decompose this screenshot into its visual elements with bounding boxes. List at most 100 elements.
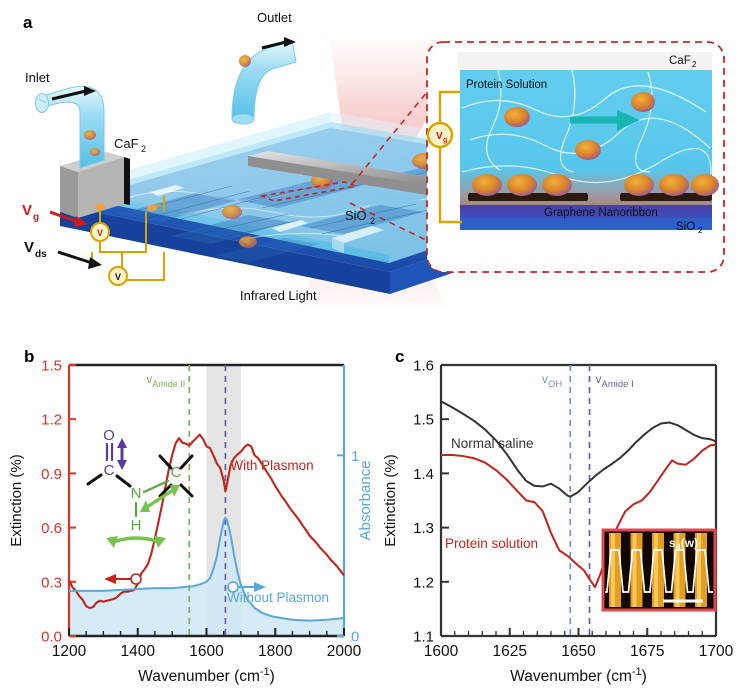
- x-axis-title: Wavenumber (cm-1): [510, 666, 647, 685]
- vds-arrow: [57, 250, 102, 269]
- vline-label-amide-i: vAmide I: [596, 372, 634, 390]
- series-label-without-plasmon: Without Plasmon: [227, 590, 329, 605]
- outlet-tube: [231, 37, 297, 125]
- inset-sio2-sub: 2: [698, 226, 703, 235]
- vline-label-sub: Amide I: [602, 379, 634, 390]
- snom-inset-label: s4(w): [669, 536, 698, 552]
- zoom-region-box: [259, 181, 357, 202]
- inset-image: V g: [426, 52, 719, 230]
- atom-H: H: [131, 517, 142, 534]
- inset-caf2-sub: 2: [692, 60, 697, 69]
- series-without-plasmon: [69, 516, 345, 622]
- vg-sub: g: [33, 212, 39, 223]
- y-tick-label: 1.6: [413, 358, 434, 375]
- series-with-plasmon: [68, 433, 345, 610]
- series-normal-saline: [440, 400, 717, 498]
- outlet-label: Outlet: [257, 10, 292, 25]
- inset-caf2-label: CaF: [669, 55, 691, 67]
- inset-vg-meter: [426, 121, 454, 149]
- zoom-connector-lower: [349, 202, 433, 244]
- flow-arrow: [570, 110, 640, 131]
- outlet-bar-front: [248, 156, 446, 198]
- y-tick-label-left: 0.9: [41, 466, 62, 483]
- vds-sub: ds: [35, 249, 47, 260]
- y-tick-label-left: 1.2: [41, 412, 62, 429]
- series-protein-solution: [441, 443, 717, 589]
- vg-arrow: [49, 210, 88, 227]
- vline-label-main: v: [542, 372, 548, 386]
- chamber-glass-left: [72, 112, 331, 196]
- x-axis-title-tail: ): [642, 668, 647, 685]
- atom-N: N: [131, 485, 142, 502]
- inset-protein-solution-label: Protein Solution: [466, 79, 547, 91]
- panel-b-chart: b 1200 1400 1600 1800 2000 0.0 0.3 0.6 0.9 1.2 1.5…: [0, 330, 380, 699]
- inset-sio2-label: SiO: [676, 221, 695, 233]
- inlet-block-left: [60, 166, 78, 218]
- y-tick-label-left: 1.5: [41, 358, 62, 375]
- electrode-pad-d: [150, 185, 184, 196]
- x-tick-label: 1700: [699, 643, 734, 660]
- caf2-sub: 2: [141, 144, 146, 154]
- x-tick-label: 1600: [424, 643, 459, 660]
- vline-label-sub: Amide II: [152, 379, 185, 389]
- y-tick-label-left: 0.3: [41, 574, 62, 591]
- y-tick-label-left: 0.0: [41, 629, 62, 646]
- x-tick-label: 1400: [121, 643, 156, 660]
- contact-dot-1: [147, 204, 157, 212]
- voltmeter-vg: V: [90, 222, 110, 242]
- inlet-tube: [34, 86, 105, 169]
- y-tick-label: 1.1: [413, 629, 434, 646]
- snom-inset: s4(w): [601, 528, 717, 612]
- panel-b-svg: b 1200 1400 1600 1800 2000 0.0 0.3 0.6 0.9 1.2 1.5…: [8, 347, 374, 685]
- electrode-block-side: [332, 238, 344, 253]
- y-tick-label-right: 0: [351, 629, 359, 646]
- panel-a-letter: a: [23, 13, 33, 32]
- series-label-normal-saline: Normal saline: [451, 436, 534, 451]
- left-axis-arrow-annotation: [104, 573, 142, 585]
- sio2-sub: 2: [370, 216, 375, 226]
- series-label-protein-solution: Protein solution: [445, 536, 538, 551]
- sio2-substrate-front-left: [60, 205, 390, 294]
- inset-graphene-label: Graphene Nanoribbon: [544, 207, 658, 219]
- x-axis-title-main: Wavenumber (cm: [510, 668, 632, 685]
- y-axis-title-right: Absorbance: [357, 460, 374, 540]
- panel-a-svg: V V: [22, 10, 725, 305]
- vds-label: V: [24, 239, 34, 256]
- x-tick-label: 1650: [561, 643, 596, 660]
- sio2-label: SiO: [345, 208, 367, 223]
- atom-C-left: C: [104, 462, 115, 479]
- y-tick-label: 1.5: [413, 412, 434, 429]
- panel-b-letter: b: [24, 347, 34, 366]
- panel-c-chart: c 1600 1625 1650 1675 1700 1.1 1.2 1.3 1.4 1.5 1.6…: [375, 330, 754, 699]
- x-tick-label: 1800: [258, 643, 293, 660]
- circuit-wiring: [91, 196, 165, 281]
- vline-label-oh: vOH: [542, 372, 562, 390]
- electrode-pad-s: [272, 220, 308, 232]
- x-axis-title-tail: ): [270, 668, 275, 685]
- inset-vg-sub: g: [443, 137, 447, 144]
- x-axis-title-sup: -1: [632, 666, 642, 678]
- panel-c-letter: c: [395, 347, 404, 366]
- panel-c-svg: c 1600 1625 1650 1675 1700 1.1 1.2 1.3 1.4 1.5 1.6…: [382, 347, 734, 685]
- inset-vg-label: V: [436, 131, 443, 142]
- inlet-label: Inlet: [25, 70, 50, 85]
- panel-a-schematic: V V: [0, 0, 754, 330]
- x-axis-title-main: Wavenumber (cm: [138, 668, 260, 685]
- snom-label-main: s: [669, 536, 676, 550]
- x-tick-label: 1625: [493, 643, 527, 660]
- y-tick-label: 1.2: [413, 574, 434, 591]
- atom-C-right: C: [171, 464, 182, 481]
- x-tick-label: 1675: [630, 643, 664, 660]
- vline-label-amide-ii: vAmide II: [147, 374, 186, 389]
- vline-label-sub: OH: [548, 379, 562, 390]
- y-tick-label-right: 1: [351, 448, 359, 465]
- infrared-light-label: Infrared Light: [240, 288, 317, 303]
- atom-O: O: [103, 427, 115, 444]
- inlet-block-right: [78, 157, 124, 218]
- absorbance-fill: [69, 517, 344, 636]
- x-tick-label: 1200: [52, 643, 87, 660]
- series-label-with-plasmon: With Plasmon: [230, 458, 313, 473]
- vline-label-main: v: [596, 372, 602, 386]
- snom-label-tail: (w): [681, 536, 698, 550]
- vline-label-main: v: [147, 374, 153, 386]
